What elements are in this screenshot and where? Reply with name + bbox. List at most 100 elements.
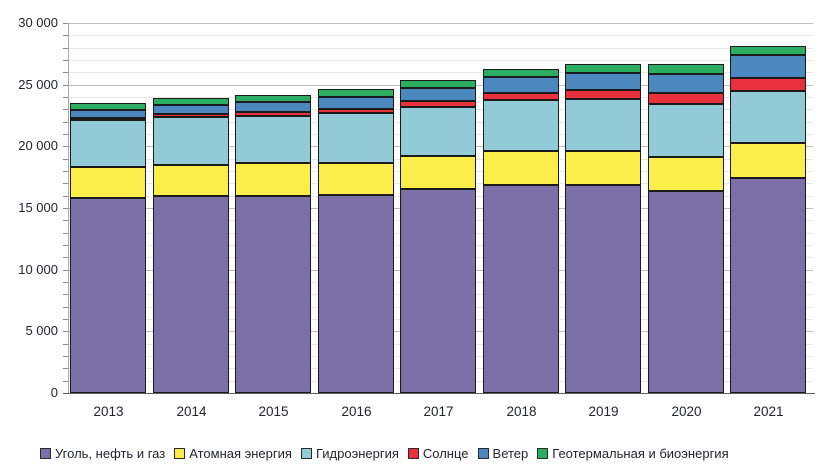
x-axis-line bbox=[63, 393, 815, 394]
bar-2015-segment-4 bbox=[235, 102, 311, 112]
bar-2019-segment-5 bbox=[565, 64, 641, 73]
legend-item-5: Геотермальная и биоэнергия bbox=[537, 445, 729, 461]
bar-2015-segment-0 bbox=[235, 196, 311, 393]
y-axis-tick bbox=[63, 85, 68, 86]
y-axis-line bbox=[68, 23, 69, 394]
y-axis-tick bbox=[63, 257, 68, 258]
bar-2015-segment-3 bbox=[235, 112, 311, 116]
legend-swatch-icon bbox=[40, 447, 51, 459]
minor-gridline bbox=[68, 72, 813, 73]
x-axis-tick-label: 2013 bbox=[93, 404, 124, 419]
bar-2014-segment-4 bbox=[153, 105, 229, 114]
bar-2021-segment-0 bbox=[730, 178, 806, 393]
y-axis-tick bbox=[63, 60, 68, 61]
y-axis-tick bbox=[63, 122, 68, 123]
bar-2020-segment-1 bbox=[648, 157, 724, 191]
x-axis-tick-label: 2019 bbox=[588, 404, 619, 419]
bar-2016-segment-2 bbox=[318, 113, 394, 163]
y-axis-tick bbox=[63, 208, 68, 209]
bar-2014-segment-2 bbox=[153, 117, 229, 165]
legend-item-3: Солнце bbox=[407, 446, 469, 461]
bar-2014-segment-3 bbox=[153, 114, 229, 117]
y-axis-tick-label: 0 bbox=[50, 385, 58, 400]
y-axis-tick bbox=[63, 307, 68, 308]
y-axis-tick bbox=[63, 368, 68, 369]
bar-2015-segment-1 bbox=[235, 163, 311, 196]
legend-swatch-icon bbox=[300, 447, 312, 459]
y-axis-tick-label: 5 000 bbox=[25, 323, 58, 338]
y-axis-tick bbox=[63, 134, 68, 135]
legend-item-1: Атомная энергия bbox=[174, 446, 292, 461]
bar-2017-segment-1 bbox=[400, 156, 476, 189]
legend-label: Уголь, нефть и газ bbox=[55, 445, 166, 461]
y-axis-tick bbox=[63, 282, 68, 283]
bar-2021-segment-4 bbox=[730, 55, 806, 78]
bar-2017-segment-5 bbox=[400, 80, 476, 88]
bar-2014-segment-1 bbox=[153, 165, 229, 196]
legend-item-2: Гидроэнергия bbox=[300, 446, 399, 461]
legend-swatch-icon bbox=[174, 447, 186, 459]
y-axis-tick bbox=[63, 23, 68, 24]
bar-2021-segment-1 bbox=[730, 143, 806, 178]
bar-2017-segment-4 bbox=[400, 88, 476, 101]
bar-2017-segment-0 bbox=[400, 189, 476, 393]
bar-2018-segment-0 bbox=[483, 185, 559, 393]
bar-2016-segment-5 bbox=[318, 89, 394, 97]
y-axis-tick-label: 30 000 bbox=[18, 15, 58, 30]
minor-gridline bbox=[68, 35, 813, 36]
y-axis-tick-label: 15 000 bbox=[18, 200, 58, 215]
y-axis-tick bbox=[63, 294, 68, 295]
legend-item-0: Уголь, нефть и газ bbox=[40, 446, 165, 461]
y-axis-tick bbox=[63, 319, 68, 320]
legend-swatch-icon bbox=[537, 447, 549, 459]
bar-2018-segment-3 bbox=[483, 93, 559, 100]
y-axis-tick bbox=[63, 183, 68, 184]
y-axis-tick bbox=[63, 270, 68, 271]
bar-2020-segment-2 bbox=[648, 104, 724, 157]
bar-2015-segment-5 bbox=[235, 95, 311, 102]
bar-2021-segment-3 bbox=[730, 78, 806, 91]
minor-gridline bbox=[68, 48, 813, 49]
bar-2017-segment-3 bbox=[400, 101, 476, 107]
legend-label: Геотермальная и биоэнергия bbox=[552, 445, 729, 461]
y-axis-tick bbox=[63, 146, 68, 147]
bar-2020-segment-3 bbox=[648, 93, 724, 104]
y-axis-tick bbox=[63, 171, 68, 172]
major-gridline bbox=[68, 23, 813, 24]
y-axis-tick bbox=[63, 220, 68, 221]
y-axis-tick bbox=[63, 233, 68, 234]
bar-2015-segment-2 bbox=[235, 116, 311, 163]
y-axis-tick bbox=[63, 196, 68, 197]
bar-2013-segment-0 bbox=[70, 198, 146, 393]
y-axis-tick bbox=[63, 97, 68, 98]
y-axis-tick bbox=[63, 245, 68, 246]
y-axis-tick bbox=[63, 35, 68, 36]
bar-2017-segment-2 bbox=[400, 107, 476, 156]
x-axis-tick-label: 2015 bbox=[258, 404, 289, 419]
bar-2019-segment-1 bbox=[565, 151, 641, 185]
bar-2013-segment-2 bbox=[70, 120, 146, 167]
bar-2020-segment-5 bbox=[648, 64, 724, 74]
bar-2014-segment-5 bbox=[153, 98, 229, 105]
legend-item-4: Ветер bbox=[477, 445, 529, 461]
bar-2020-segment-4 bbox=[648, 74, 724, 93]
x-axis-tick-label: 2020 bbox=[671, 404, 702, 419]
bar-2018-segment-5 bbox=[483, 69, 559, 77]
bar-2018-segment-4 bbox=[483, 77, 559, 93]
y-axis-tick-label: 10 000 bbox=[18, 262, 58, 277]
bar-2016-segment-0 bbox=[318, 195, 394, 393]
legend-swatch-icon bbox=[477, 447, 489, 459]
y-axis-tick bbox=[63, 48, 68, 49]
y-axis-tick bbox=[63, 356, 68, 357]
x-axis-tick-label: 2014 bbox=[176, 404, 207, 419]
bar-2021-segment-2 bbox=[730, 91, 806, 143]
bar-2016-segment-4 bbox=[318, 97, 394, 109]
bar-2019-segment-3 bbox=[565, 90, 641, 99]
bar-2019-segment-4 bbox=[565, 73, 641, 90]
bar-2016-segment-1 bbox=[318, 163, 394, 195]
bar-2013-segment-3 bbox=[70, 118, 146, 120]
legend-label: Ветер bbox=[492, 445, 529, 461]
x-axis-tick-label: 2018 bbox=[506, 404, 537, 419]
bar-2019-segment-0 bbox=[565, 185, 641, 393]
bar-2014-segment-0 bbox=[153, 196, 229, 393]
